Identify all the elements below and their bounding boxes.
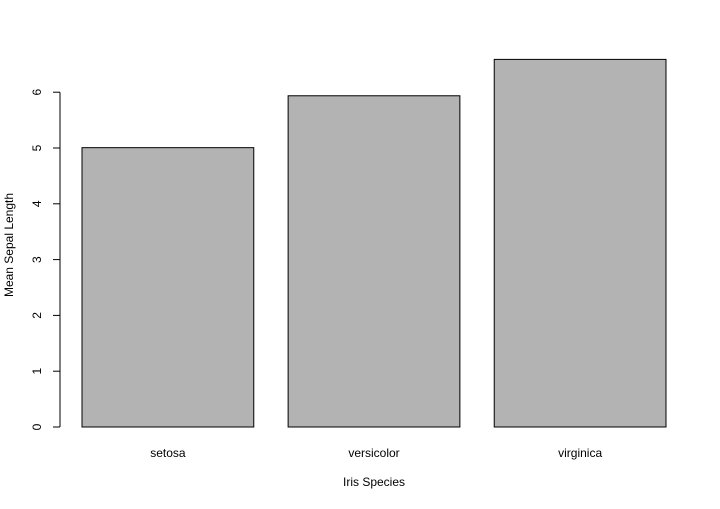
x-tick-label-virginica: virginica bbox=[558, 446, 602, 460]
bars-layer bbox=[81, 58, 667, 428]
y-tick-label: 4 bbox=[30, 200, 44, 207]
bar-setosa bbox=[81, 147, 255, 428]
y-tick-label: 1 bbox=[30, 368, 44, 375]
y-tick-label: 0 bbox=[30, 423, 44, 430]
y-tick-label: 2 bbox=[30, 312, 44, 319]
x-tick-label-versicolor: versicolor bbox=[348, 446, 399, 460]
bar-virginica bbox=[493, 58, 667, 428]
x-tick-labels: setosa versicolor virginica bbox=[150, 446, 602, 460]
x-tick-label-setosa: setosa bbox=[150, 446, 186, 460]
x-axis-title: Iris Species bbox=[343, 475, 405, 489]
y-axis-title: Mean Sepal Length bbox=[2, 193, 16, 297]
y-tick-label: 6 bbox=[30, 89, 44, 96]
y-axis: 0 1 2 3 4 5 6 bbox=[30, 89, 61, 430]
y-tick-label: 3 bbox=[30, 256, 44, 263]
bar-versicolor bbox=[287, 95, 461, 428]
y-tick-label: 5 bbox=[30, 144, 44, 151]
